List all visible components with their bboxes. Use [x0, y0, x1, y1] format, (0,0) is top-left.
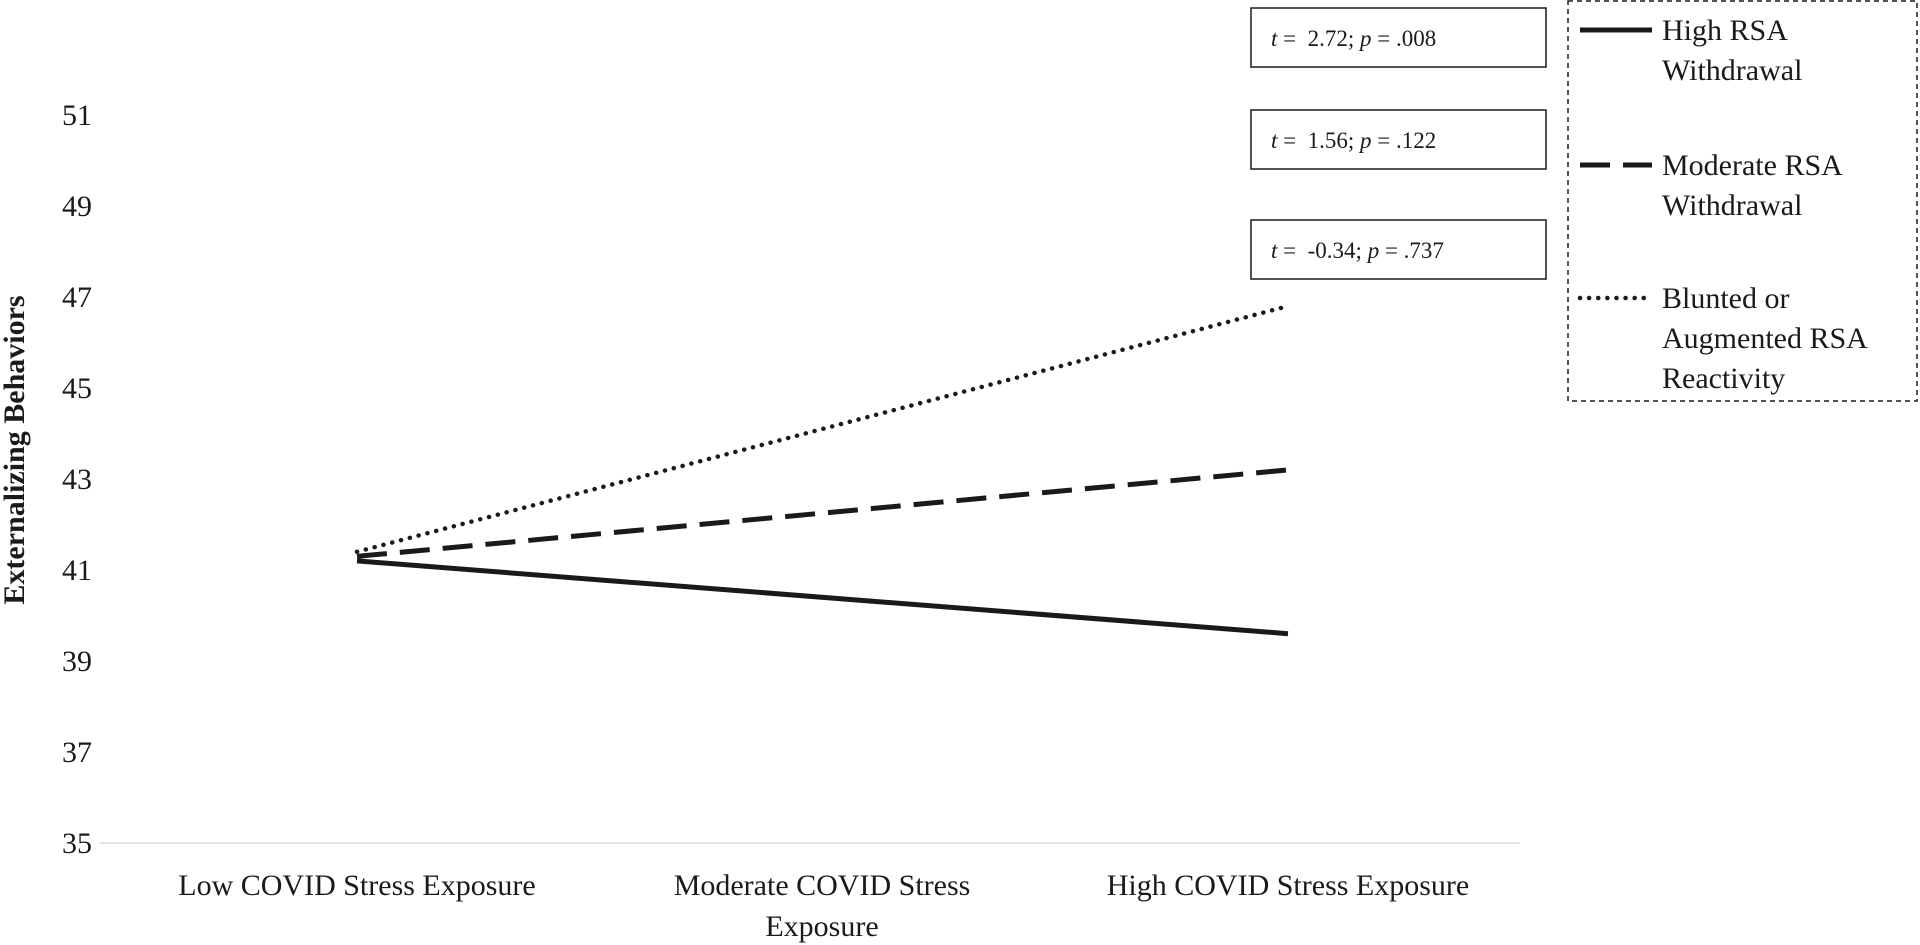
series-line-dashed — [356, 467, 1289, 559]
y-tick-label: 39 — [62, 645, 92, 678]
y-tick-label: 41 — [62, 554, 92, 587]
series-line-dotted — [354, 303, 1291, 555]
legend-label: Blunted or Augmented RSA Reactivity — [1662, 282, 1868, 395]
annotation-text: t = 1.56; p = .122 — [1271, 128, 1436, 153]
annotation-frame — [1250, 219, 1547, 280]
x-axis-ticks: Low COVID Stress Exposure Moderate COVID … — [178, 869, 1469, 943]
legend: High RSA Withdrawal Moderate RSA Withdrawal… — [1567, 0, 1918, 402]
legend-label: High RSA Withdrawal — [1662, 14, 1802, 87]
annotation-frame — [1250, 7, 1547, 68]
series-lines — [354, 303, 1291, 637]
legend-item: High RSA Withdrawal — [1580, 14, 1802, 87]
y-tick-label: 51 — [62, 99, 92, 132]
annotation-frame — [1250, 109, 1547, 170]
y-tick-label: 45 — [62, 372, 92, 405]
y-tick-label: 37 — [62, 736, 92, 769]
x-tick-label: Moderate COVID Stress Exposure — [674, 869, 971, 943]
legend-label: Moderate RSA Withdrawal — [1662, 149, 1843, 222]
y-tick-label: 43 — [62, 463, 92, 496]
y-axis-title: Externalizing Behaviors — [0, 295, 31, 604]
y-tick-label: 35 — [62, 827, 92, 860]
significance-annotations: t = 2.72; p = .008 t = 1.56; p = .122 t = … — [1250, 7, 1547, 280]
legend-item: Moderate RSA Withdrawal — [1580, 149, 1843, 222]
legend-item: Blunted or Augmented RSA Reactivity — [1577, 282, 1868, 395]
x-tick-label: High COVID Stress Exposure — [1107, 869, 1469, 902]
y-tick-label: 49 — [62, 190, 92, 223]
y-axis-ticks: 35 37 39 41 43 45 47 49 51 — [62, 99, 92, 860]
annotation-box: t = -0.34; p = .737 — [1250, 219, 1547, 280]
annotation-box: t = 1.56; p = .122 — [1250, 109, 1547, 170]
series-line-solid — [356, 558, 1289, 637]
legend-frame — [1567, 0, 1918, 402]
annotation-box: t = 2.72; p = .008 — [1250, 7, 1547, 68]
y-tick-label: 47 — [62, 281, 92, 314]
annotation-text: t = 2.72; p = .008 — [1271, 26, 1436, 51]
x-tick-label: Low COVID Stress Exposure — [178, 869, 535, 902]
annotation-text: t = -0.34; p = .737 — [1271, 238, 1444, 263]
